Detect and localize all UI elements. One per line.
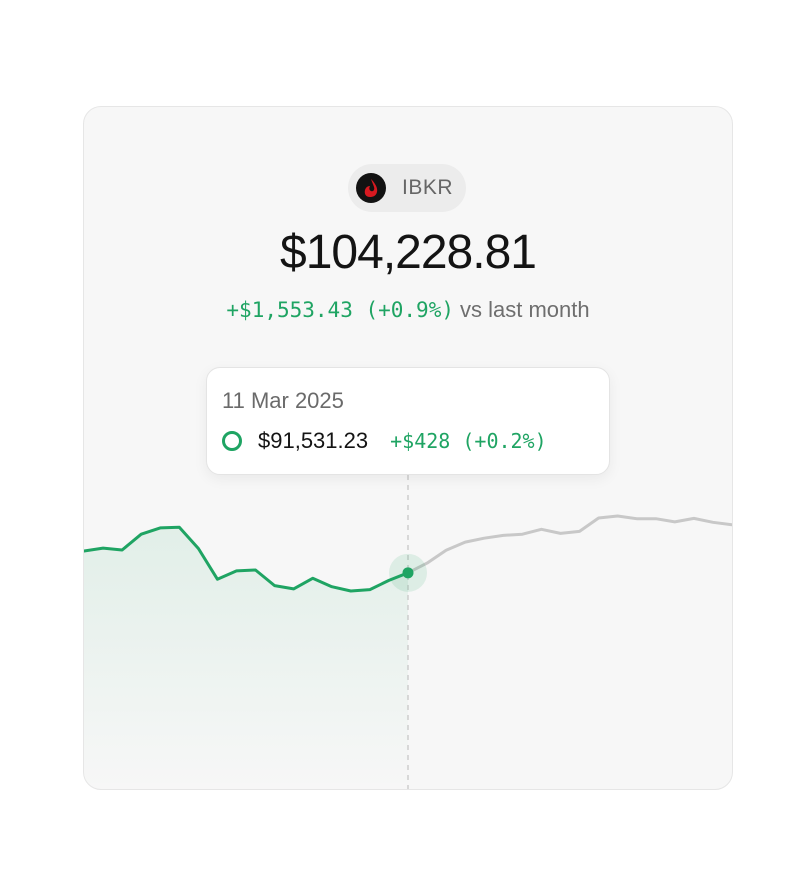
- ticker-chip[interactable]: IBKR: [348, 164, 466, 212]
- tooltip-value: $91,531.23: [258, 428, 369, 453]
- portfolio-card: IBKR $104,228.81 +$1,553.43 (+0.9%) vs la…: [83, 106, 733, 790]
- monthly-change: +$1,553.43 (+0.9%) vs last month: [84, 297, 732, 323]
- change-period-label: vs last month: [459, 297, 590, 322]
- ticker-label: IBKR: [402, 176, 454, 199]
- chart-tooltip: 11 Mar 2025 $91,531.23 +$428 (+0.2%): [206, 367, 610, 475]
- series-marker-icon: [222, 431, 242, 451]
- portfolio-balance: $104,228.81: [280, 226, 537, 279]
- tooltip-change: +$428 (+0.2%): [390, 429, 547, 453]
- tooltip-row: $91,531.23 +$428 (+0.2%): [222, 428, 547, 454]
- ibkr-logo-icon: [356, 173, 386, 203]
- series-line: [84, 525, 410, 593]
- portfolio-line-chart[interactable]: [84, 107, 732, 789]
- hover-point: [402, 567, 414, 579]
- series-area: [84, 527, 408, 789]
- change-amount: +$1,553.43 (+0.9%): [226, 298, 454, 322]
- tooltip-date: 11 Mar 2025: [222, 388, 344, 413]
- series-line-future: [406, 514, 732, 575]
